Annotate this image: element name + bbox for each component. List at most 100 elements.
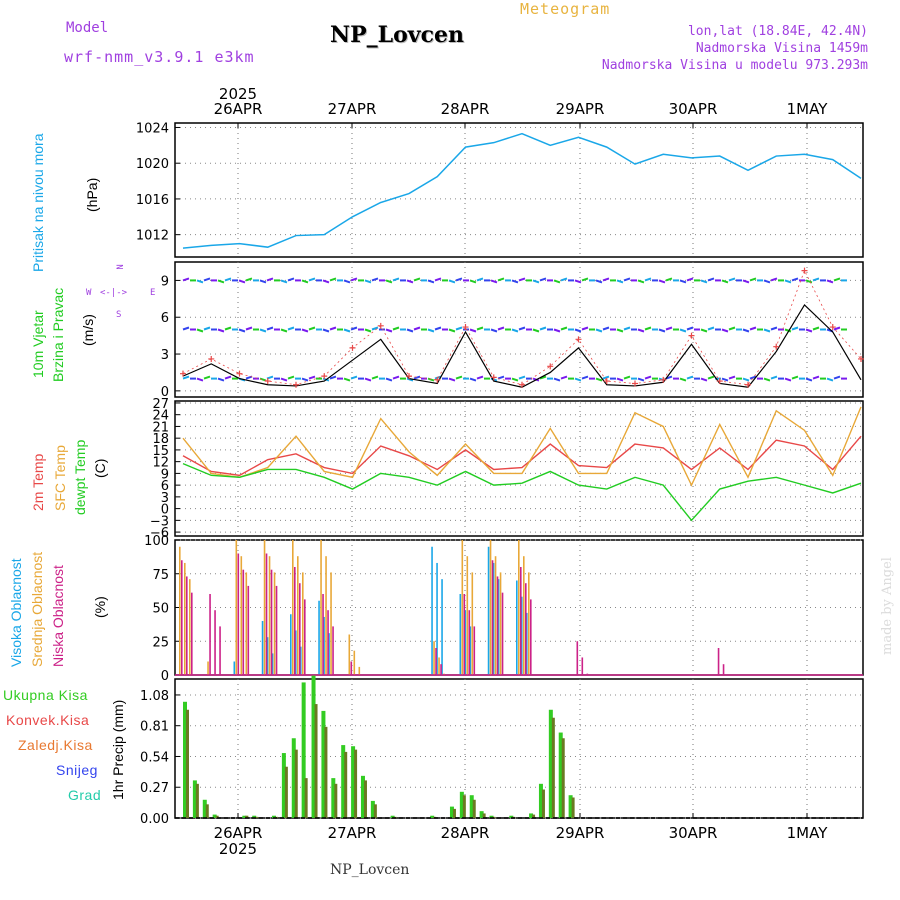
meteogram-label: Meteogram	[520, 0, 611, 18]
cloud-bar	[207, 661, 209, 675]
precip-conv-bar	[492, 816, 496, 818]
wind-barb	[448, 377, 456, 382]
wind-barb	[392, 277, 400, 282]
cloud-bar	[350, 661, 353, 675]
precip-conv-bar	[462, 795, 466, 818]
cloud-bar	[186, 576, 188, 675]
wind-barb	[469, 328, 477, 333]
precip-total-bar	[212, 814, 217, 818]
wind-barb	[665, 375, 673, 380]
wind-barb	[182, 326, 190, 331]
cloud-bar	[525, 583, 527, 675]
wind-barb	[301, 279, 309, 284]
wind-barb	[770, 277, 778, 282]
wind-barb	[350, 277, 358, 282]
date-tick-top: 1MAY	[787, 100, 829, 118]
cloud-bar	[322, 594, 324, 675]
wind-barb	[812, 326, 820, 331]
cloud-bar	[576, 641, 579, 675]
cloud-bar	[299, 583, 301, 675]
cloud-bar	[304, 599, 306, 675]
wind-gust-marker	[801, 267, 808, 274]
wind-barb	[259, 279, 267, 284]
date-tick-top: 30APR	[669, 100, 718, 118]
precip-total-bar	[351, 746, 356, 818]
wind-barb	[791, 375, 799, 380]
precip-conv-bar	[255, 816, 259, 818]
wind-barb	[560, 375, 568, 380]
wind-barb	[308, 375, 316, 380]
wind-barb	[448, 328, 456, 333]
cloud-tick-label: 0	[161, 669, 169, 684]
precip-total-bar	[509, 815, 514, 818]
wind-barb	[644, 375, 652, 380]
wind-barb	[280, 279, 288, 284]
wind-barb	[217, 279, 225, 284]
precip-conv-bar	[561, 738, 565, 818]
cloud-bar	[245, 572, 248, 675]
wind-barb	[791, 277, 799, 282]
wind-barb	[602, 277, 610, 282]
wind-barb	[427, 328, 435, 333]
cloud-bar	[179, 546, 181, 675]
precip-conv-bar	[304, 778, 308, 818]
cloud-bar	[214, 610, 216, 675]
wind-barb	[805, 279, 813, 284]
precip-total-bar	[331, 778, 336, 818]
cloud-bar	[494, 556, 497, 675]
wind-barb	[245, 326, 253, 331]
pressure-line	[182, 132, 862, 249]
wind-barb	[238, 328, 246, 333]
cloud-bar	[459, 594, 462, 675]
wind-barb	[490, 328, 498, 333]
cloud-bar	[492, 562, 495, 675]
cloud-bar	[263, 540, 266, 675]
wind-barb	[560, 277, 568, 282]
wind-gust-marker	[858, 355, 864, 362]
wind-barb	[532, 328, 540, 333]
cloud-bar	[436, 562, 438, 675]
cloud-bar	[438, 657, 440, 675]
cloud-bar	[358, 666, 361, 675]
wind-barb	[511, 377, 519, 382]
cloud-bar	[327, 610, 329, 675]
date-tick-bottom: 30APR	[669, 824, 718, 842]
wind-barb	[371, 326, 379, 331]
temp-tick-label: 9	[161, 467, 169, 482]
temp-tick-label: −3	[150, 514, 169, 529]
legend-snow: Snijeg	[56, 762, 98, 778]
station-title: NP_Lovcen	[330, 22, 464, 48]
wind-barb	[728, 277, 736, 282]
wind-barb	[322, 279, 330, 284]
cloud-bar	[275, 585, 278, 675]
wind-barb	[448, 279, 456, 284]
wind-barb	[728, 375, 736, 380]
compass-ew-line: <-|->	[100, 288, 128, 298]
date-tick-top: 28APR	[441, 100, 490, 118]
compass-east: E	[150, 288, 156, 298]
cloud-bar	[521, 596, 523, 675]
precip-tick-label: 0.00	[140, 812, 169, 827]
cloud-bar	[189, 579, 191, 675]
wind-barb	[203, 326, 211, 331]
wind-gust-marker	[632, 380, 638, 387]
wind-barb	[833, 277, 841, 282]
wind-gust-marker	[829, 324, 836, 331]
wind-barb	[490, 279, 498, 284]
date-tick-top: 27APR	[328, 100, 377, 118]
date-tick-bottom: 27APR	[328, 824, 377, 842]
cloud-bar	[295, 630, 297, 675]
precip-total-bar	[449, 806, 454, 818]
wind-gust-marker	[462, 324, 469, 331]
wind-barb	[371, 375, 379, 380]
cloud-bar	[302, 572, 304, 675]
cloud-bar	[240, 556, 243, 675]
wind-barb	[707, 277, 715, 282]
wind-barb	[224, 326, 232, 331]
precip-conv-bar	[363, 780, 367, 818]
precip-total-bar	[252, 815, 257, 818]
precip-tick-label: 1.08	[140, 689, 169, 704]
wind-barb	[623, 375, 631, 380]
wind-tick-label: 3	[161, 348, 169, 363]
wind-barb	[791, 326, 799, 331]
